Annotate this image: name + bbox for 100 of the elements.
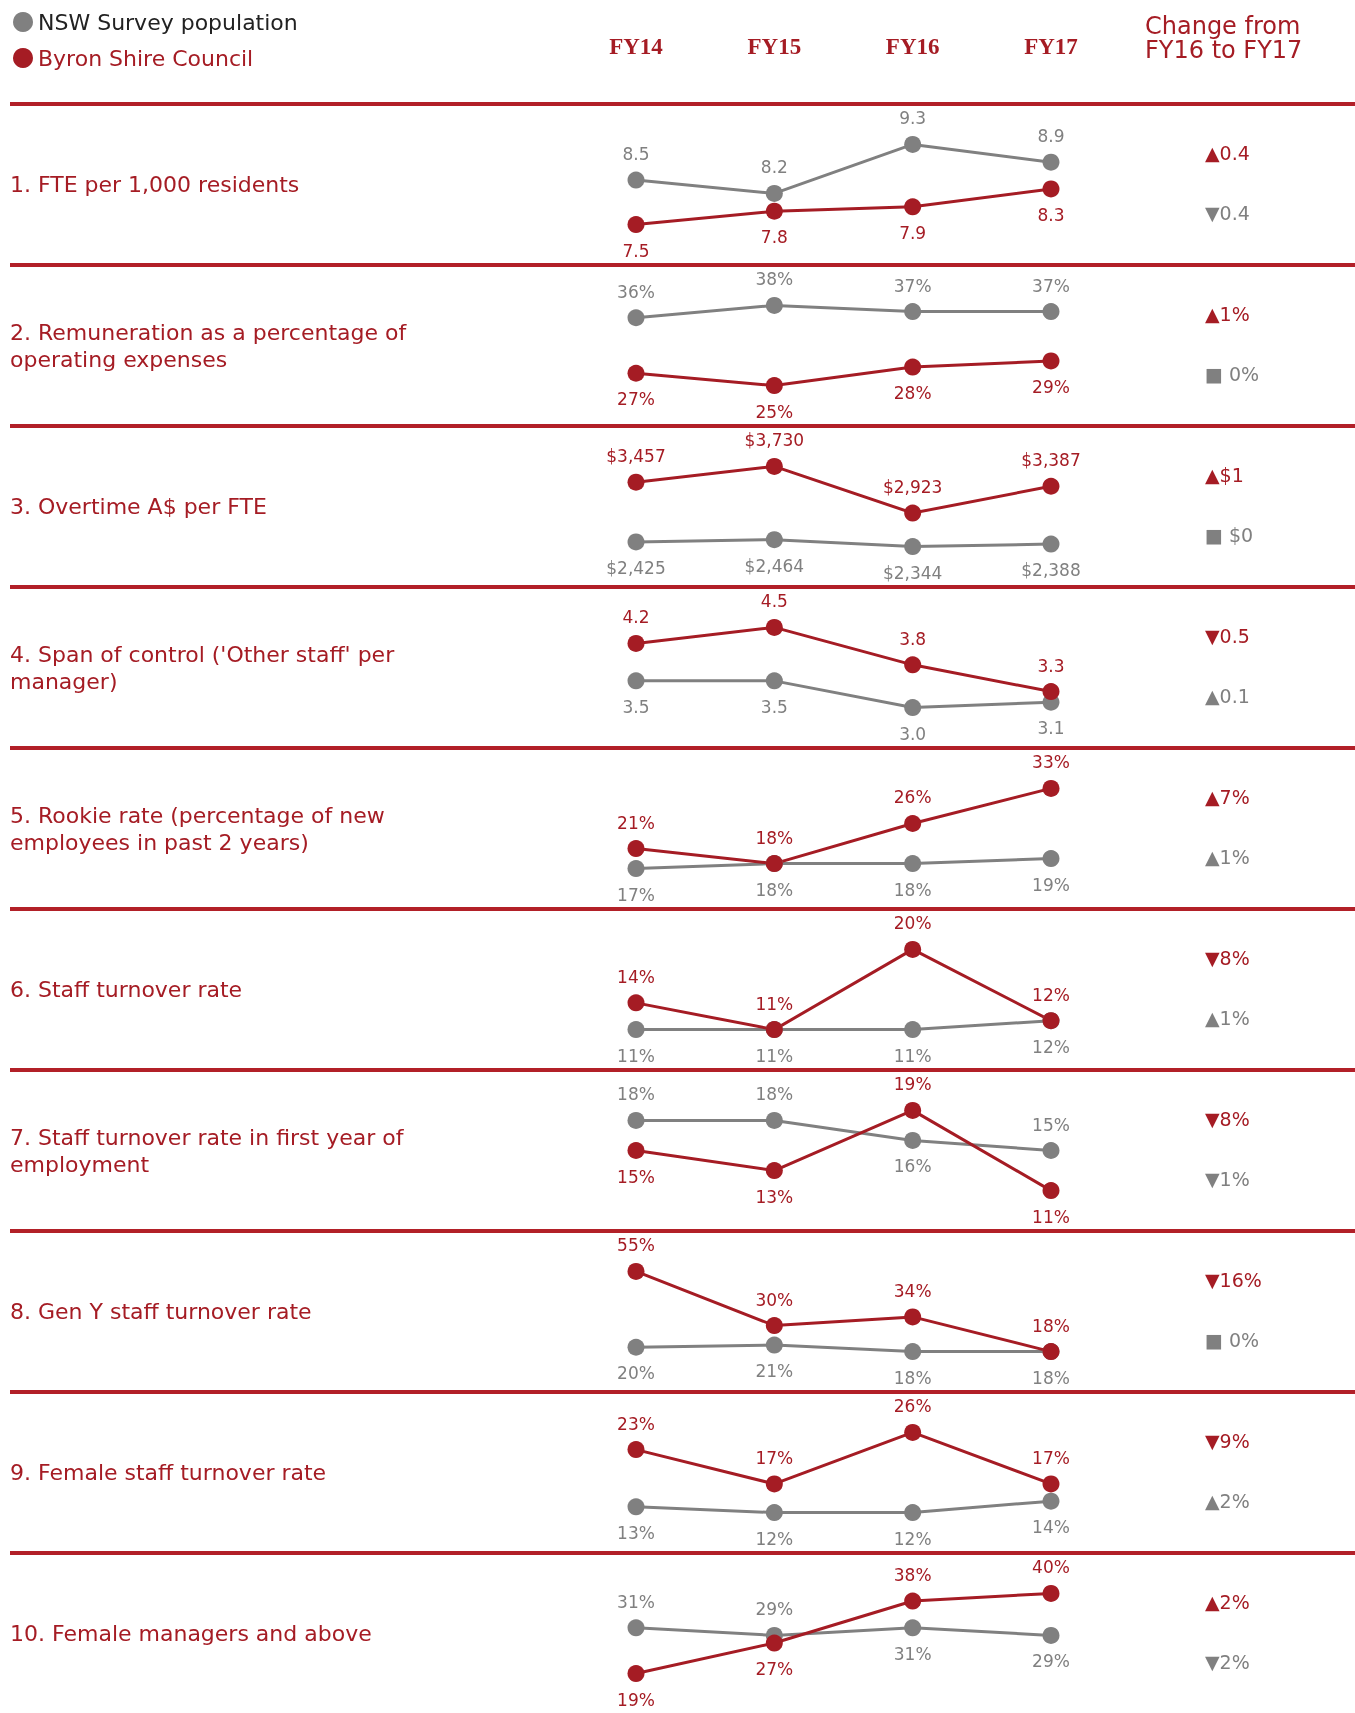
text: ▼8%	[1205, 1107, 1250, 1130]
point	[904, 1619, 922, 1637]
y-axis-title: 10. Female managers and above	[10, 1621, 372, 1646]
point	[904, 135, 922, 153]
point	[1042, 535, 1060, 553]
point	[904, 198, 922, 216]
data-label: 18%	[893, 1367, 932, 1388]
data-label: $2,388	[1021, 560, 1081, 581]
data-label: 8.2	[760, 157, 788, 178]
data-label: 3.5	[760, 696, 788, 717]
point	[1042, 850, 1060, 868]
data-label: 13%	[755, 1186, 794, 1207]
data-label: $3,457	[606, 446, 666, 467]
data-label: 14%	[617, 966, 655, 987]
data-label: 17%	[1032, 1447, 1070, 1468]
point	[904, 1343, 922, 1361]
point	[765, 531, 783, 549]
data-label: 38%	[755, 269, 794, 290]
y-axis-title: 1. FTE per 1,000 residents	[10, 172, 300, 197]
data-label: 11%	[617, 1045, 655, 1066]
point	[1042, 1492, 1060, 1510]
point	[627, 1021, 645, 1039]
text: ▲$1	[1205, 463, 1244, 486]
text: ■ $0	[1205, 523, 1254, 546]
data-label: 18%	[893, 879, 932, 900]
data-label: 30%	[755, 1289, 794, 1310]
point	[627, 840, 645, 858]
data-label: 26%	[893, 787, 932, 808]
data-label: 18%	[1032, 1367, 1070, 1388]
point	[765, 377, 783, 395]
data-label: 37%	[1032, 275, 1070, 296]
data-label: $2,923	[882, 477, 943, 498]
data-label: 34%	[893, 1280, 932, 1301]
point	[1042, 1626, 1060, 1644]
point	[904, 1131, 922, 1149]
data-label: 18%	[617, 1084, 655, 1105]
text: ▲1%	[1205, 845, 1250, 868]
text: ▼8%	[1205, 946, 1250, 969]
data-label: 3.5	[622, 696, 650, 717]
point	[765, 1475, 783, 1493]
point	[904, 699, 922, 717]
point	[904, 1101, 922, 1119]
data-label: 8.9	[1037, 126, 1065, 147]
data-label: 19%	[1032, 874, 1070, 895]
point	[1042, 477, 1060, 495]
point	[627, 1262, 645, 1280]
point	[1042, 683, 1060, 701]
data-label: 21%	[755, 1361, 794, 1382]
point	[765, 202, 783, 220]
text: ▼1%	[1205, 1167, 1250, 1190]
text: ▲2%	[1205, 1489, 1250, 1512]
data-label: 20%	[893, 913, 932, 934]
point	[627, 634, 645, 652]
point	[765, 1317, 783, 1335]
point	[904, 1592, 922, 1610]
data-label: 27%	[617, 389, 655, 410]
data-label: 12%	[755, 1528, 794, 1549]
data-label: 3.8	[899, 628, 927, 649]
data-label: 19%	[617, 1689, 655, 1710]
text: ■ 0%	[1205, 362, 1260, 385]
data-label: 7.8	[760, 227, 788, 248]
point	[627, 1142, 645, 1159]
text: ▼0.4	[1205, 201, 1250, 224]
data-label: 40%	[1032, 1557, 1070, 1578]
point	[627, 364, 645, 382]
point	[765, 1504, 783, 1522]
data-label: 3.3	[1037, 655, 1065, 676]
data-label: 26%	[893, 1396, 932, 1417]
y-axis-title: 5. Rookie rate (percentage of new employees in past 2 years)	[10, 802, 385, 855]
point	[627, 309, 645, 327]
point	[765, 1162, 783, 1180]
data-label: 12%	[893, 1528, 932, 1549]
y-axis-title: 6. Staff turnover rate	[10, 977, 243, 1002]
point	[1042, 1475, 1060, 1493]
y-axis-title: 8. Gen Y staff turnover rate	[10, 1299, 312, 1324]
data-label: 25%	[755, 401, 794, 422]
point	[627, 1619, 645, 1637]
text: ▲7%	[1205, 785, 1250, 808]
data-label: 18%	[755, 1084, 794, 1105]
y-axis-title: 9. Female staff turnover rate	[10, 1460, 327, 1485]
point	[1042, 153, 1060, 171]
data-label: 18%	[755, 879, 794, 900]
data-label: 14%	[1032, 1517, 1070, 1538]
data-label: 23%	[617, 1413, 655, 1434]
point	[904, 504, 922, 522]
data-label: 12%	[1032, 984, 1070, 1005]
text: ▲0.4	[1205, 141, 1250, 164]
text: Change from FY16 to FY17	[1145, 12, 1308, 64]
point	[1042, 1182, 1060, 1200]
point	[627, 1665, 645, 1683]
point	[765, 1336, 783, 1354]
point	[904, 656, 922, 674]
point	[904, 538, 922, 556]
text: ▲1%	[1205, 302, 1250, 325]
data-label: 18%	[1032, 1315, 1070, 1336]
y-axis-title: 7. Staff turnover rate in first year of employment	[10, 1124, 405, 1177]
data-label: 8.3	[1037, 204, 1065, 225]
text: ▼2%	[1205, 1650, 1250, 1673]
data-label: 36%	[617, 281, 655, 302]
data-label: 55%	[617, 1235, 655, 1256]
